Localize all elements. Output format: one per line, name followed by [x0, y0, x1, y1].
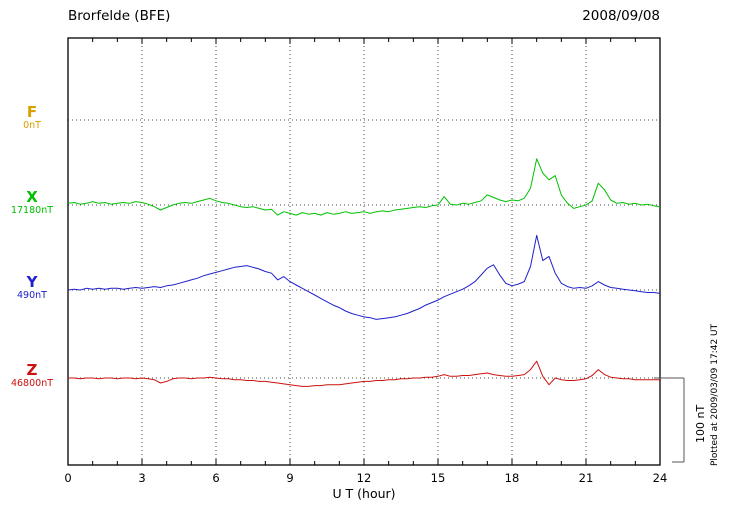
- series-reference-f: 0nT: [23, 119, 41, 131]
- plotted-at-note: Plotted at 2009/03/09 17:42 UT: [710, 323, 720, 466]
- series-reference-x: 17180nT: [10, 204, 54, 216]
- svg-text:18: 18: [505, 471, 520, 485]
- svg-text:24: 24: [653, 471, 668, 485]
- svg-text:12: 12: [357, 471, 372, 485]
- series-letter-y: Y: [26, 273, 38, 291]
- svg-text:6: 6: [212, 471, 219, 485]
- station-title: Brorfelde (BFE): [68, 8, 171, 24]
- series-letter-x: X: [26, 188, 38, 206]
- svg-text:3: 3: [138, 471, 145, 485]
- scale-bar-label: 100 nT: [694, 404, 707, 443]
- svg-text:15: 15: [431, 471, 446, 485]
- series-letter-z: Z: [26, 361, 38, 379]
- series-label-f: F 0nT: [0, 104, 64, 131]
- svg-text:9: 9: [286, 471, 293, 485]
- series-label-z: Z 46800nT: [0, 362, 64, 389]
- series-label-y: Y 490nT: [0, 274, 64, 301]
- x-axis-label: U T (hour): [332, 486, 396, 501]
- plot-date: 2008/09/08: [582, 8, 660, 24]
- series-letter-f: F: [26, 103, 38, 121]
- series-reference-z: 46800nT: [10, 377, 54, 389]
- svg-text:21: 21: [579, 471, 594, 485]
- series-reference-y: 490nT: [17, 289, 47, 301]
- series-label-x: X 17180nT: [0, 189, 64, 216]
- svg-text:0: 0: [64, 471, 71, 485]
